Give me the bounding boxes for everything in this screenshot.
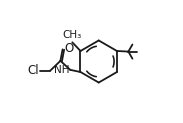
Text: O: O xyxy=(64,42,73,55)
Text: NH: NH xyxy=(54,65,70,75)
Text: CH₃: CH₃ xyxy=(63,30,82,40)
Text: Cl: Cl xyxy=(28,64,39,77)
